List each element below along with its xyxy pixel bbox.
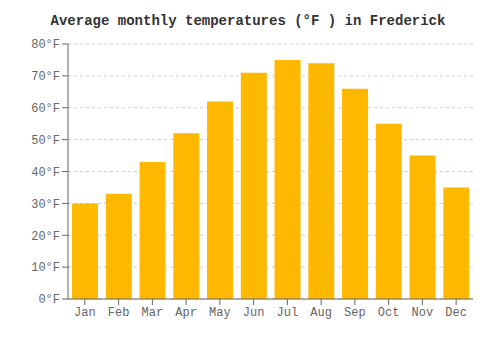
svg-text:May: May (209, 306, 231, 320)
svg-text:70°F: 70°F (31, 70, 60, 84)
svg-text:Dec: Dec (445, 306, 467, 320)
svg-text:Nov: Nov (412, 306, 434, 320)
svg-text:Feb: Feb (108, 306, 130, 320)
svg-text:0°F: 0°F (38, 293, 60, 307)
svg-text:Sep: Sep (344, 306, 366, 320)
svg-text:60°F: 60°F (31, 102, 60, 116)
svg-text:Jul: Jul (277, 306, 299, 320)
svg-text:Apr: Apr (175, 306, 197, 320)
svg-text:Mar: Mar (142, 306, 164, 320)
svg-text:50°F: 50°F (31, 134, 60, 148)
svg-text:Jan: Jan (74, 306, 96, 320)
svg-text:20°F: 20°F (31, 230, 60, 244)
svg-text:Jun: Jun (243, 306, 265, 320)
svg-text:30°F: 30°F (31, 198, 60, 212)
svg-text:Aug: Aug (310, 306, 332, 320)
svg-text:40°F: 40°F (31, 166, 60, 180)
svg-text:10°F: 10°F (31, 261, 60, 275)
svg-text:Oct: Oct (378, 306, 400, 320)
svg-text:80°F: 80°F (31, 38, 60, 52)
html-text:Average monthly temperatures (: Average monthly temperatures (°F ) in Fr… (50, 13, 446, 29)
